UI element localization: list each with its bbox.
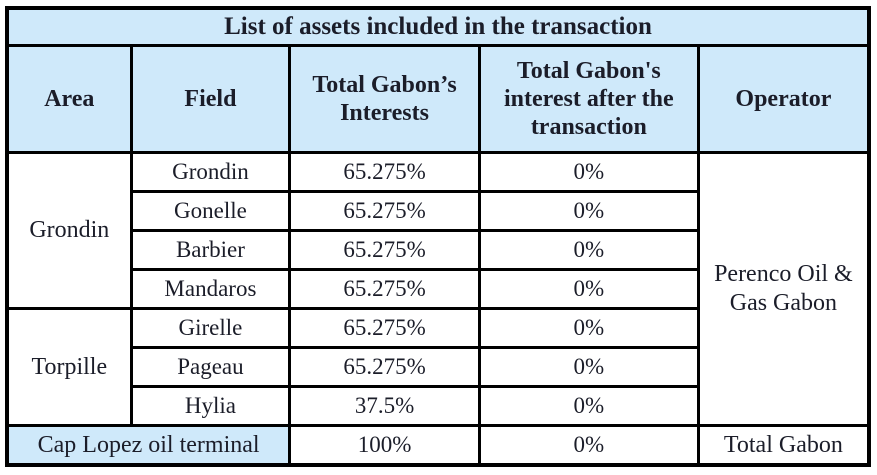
after-cell: 0%	[477, 307, 700, 349]
interest-cell: 65.275%	[288, 268, 481, 310]
after-cell: 0%	[477, 385, 700, 427]
col-header-interest-after: Total Gabon's interest after the transac…	[477, 44, 700, 154]
col-header-area: Area	[5, 44, 133, 154]
col-header-interests: Total Gabon’s Interests	[288, 44, 481, 154]
operator-cell-total-gabon: Total Gabon	[696, 424, 871, 467]
field-cell: Girelle	[129, 307, 292, 349]
table-title-row: List of assets included in the transacti…	[5, 6, 871, 47]
after-cell: 0%	[477, 346, 700, 388]
table-row-pageau: Pageau 65.275% 0%	[7, 346, 869, 388]
assets-table: List of assets included in the transacti…	[5, 6, 871, 467]
table-row-cap-lopez: Cap Lopez oil terminal 100% 0% Total Gab…	[5, 424, 871, 467]
field-cell: Pageau	[129, 346, 292, 388]
after-cell: 0%	[477, 268, 700, 310]
terminal-name-cell: Cap Lopez oil terminal	[5, 424, 292, 467]
field-cell: Barbier	[129, 229, 292, 271]
after-cell: 0%	[477, 190, 700, 232]
table-row-girelle: Torpille Girelle 65.275% 0%	[5, 307, 869, 427]
table-header-row: Area Field Total Gabon’s Interests Total…	[5, 44, 871, 154]
after-cell: 0%	[477, 424, 700, 467]
interest-cell: 100%	[288, 424, 481, 467]
interest-cell: 65.275%	[288, 151, 481, 193]
after-cell: 0%	[477, 229, 700, 271]
field-cell: Grondin	[129, 151, 292, 193]
interest-cell: 37.5%	[288, 385, 481, 427]
table-row-grondin-field: Grondin Grondin 65.275% 0% Perenco Oil &…	[5, 151, 871, 427]
interest-cell: 65.275%	[288, 346, 481, 388]
table-row-barbier: Barbier 65.275% 0%	[7, 229, 869, 271]
table-row-hylia: Hylia 37.5% 0%	[7, 385, 869, 427]
field-cell: Gonelle	[129, 190, 292, 232]
interest-cell: 65.275%	[288, 229, 481, 271]
area-cell-torpille: Torpille	[5, 307, 133, 427]
operator-cell-perenco: Perenco Oil & Gas Gabon	[696, 151, 871, 427]
after-cell: 0%	[477, 151, 700, 193]
field-cell: Hylia	[129, 385, 292, 427]
table-title: List of assets included in the transacti…	[5, 6, 871, 47]
interest-cell: 65.275%	[288, 307, 481, 349]
field-cell: Mandaros	[129, 268, 292, 310]
col-header-field: Field	[129, 44, 292, 154]
table-row-gonelle: Gonelle 65.275% 0%	[7, 190, 869, 232]
interest-cell: 65.275%	[288, 190, 481, 232]
table-row-mandaros: Mandaros 65.275% 0%	[7, 268, 869, 310]
col-header-operator: Operator	[696, 44, 871, 154]
area-cell-grondin: Grondin	[5, 151, 133, 310]
